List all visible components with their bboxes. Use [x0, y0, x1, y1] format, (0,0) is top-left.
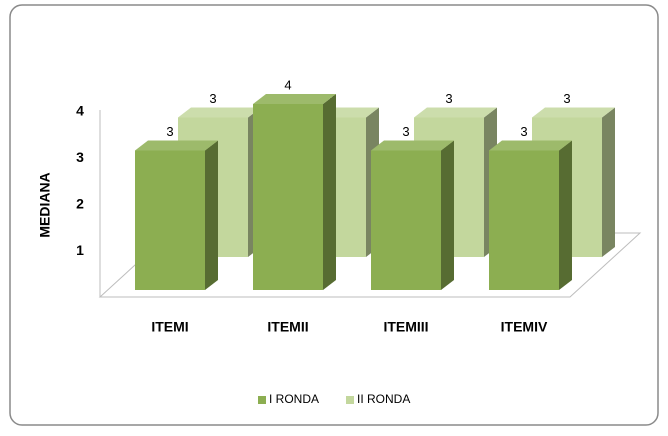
legend-swatch [258, 396, 266, 404]
bar [371, 150, 441, 290]
bar-top [178, 107, 261, 118]
legend-label: I RONDA [269, 392, 319, 406]
bar-top [532, 107, 615, 118]
y-tick-label: 1 [76, 242, 84, 258]
x-tick-label: ITEMII [267, 319, 308, 335]
x-tick-label: ITEMIV [501, 319, 548, 335]
x-tick-label: ITEMI [151, 319, 188, 335]
bar [253, 104, 323, 290]
bar-side [559, 140, 572, 290]
value-label: 4 [284, 77, 291, 92]
bar-side [441, 140, 454, 290]
y-tick-label: 2 [76, 196, 84, 212]
value-label: 3 [520, 124, 527, 139]
value-label: 3 [209, 91, 216, 106]
bar-top [135, 140, 218, 151]
value-label: 3 [166, 124, 173, 139]
bar-side [323, 94, 336, 290]
bar-top [414, 107, 497, 118]
y-axis-label: MEDIANA [37, 172, 53, 237]
bar [135, 150, 205, 290]
bar-side [205, 140, 218, 290]
value-label: 3 [563, 91, 570, 106]
bar-top [489, 140, 572, 151]
bar-side [602, 107, 615, 257]
bar-top [253, 94, 336, 104]
legend-label: II RONDA [357, 392, 410, 406]
y-tick-label: 4 [76, 103, 84, 119]
bar [489, 150, 559, 290]
value-label: 3 [445, 91, 452, 106]
y-tick-label: 3 [76, 149, 84, 165]
x-tick-label: ITEMIII [383, 319, 428, 335]
bar-top [371, 140, 454, 151]
value-label: 3 [402, 124, 409, 139]
legend-swatch [346, 396, 354, 404]
